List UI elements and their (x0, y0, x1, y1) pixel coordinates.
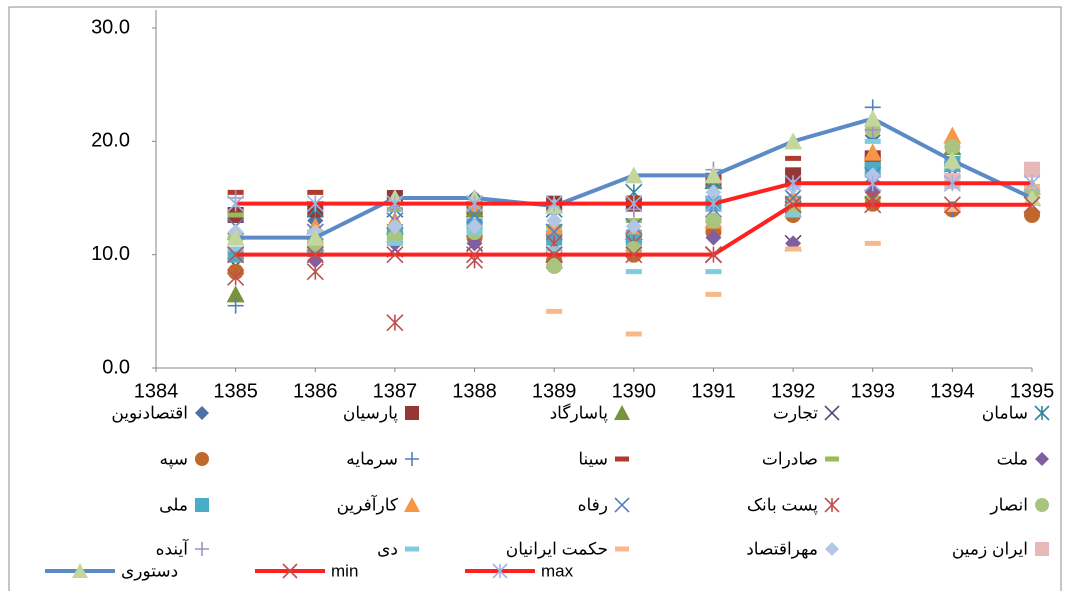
legend-label: تجارت (773, 403, 818, 423)
legend-marker (1035, 452, 1049, 466)
data-point (705, 213, 721, 229)
legend-label: ملت (997, 449, 1028, 468)
legend-label: ملی (159, 495, 188, 514)
x-tick-label: 1389 (532, 380, 577, 402)
legend-marker (825, 498, 839, 512)
data-point (387, 315, 403, 331)
x-tick-label: 1395 (1010, 380, 1055, 402)
legend-marker (195, 452, 209, 466)
x-tick-label: 1388 (452, 380, 497, 402)
x-tick-label: 1386 (293, 380, 338, 402)
legend-label: حکمت ایرانیان (506, 539, 608, 559)
x-tick-label: 1387 (373, 380, 418, 402)
x-tick-label: 1384 (134, 380, 179, 402)
legend-label: آینده (156, 537, 190, 558)
legend-label: سینا (578, 449, 608, 468)
x-tick-label: 1393 (850, 380, 895, 402)
legend-label: انصار (989, 495, 1028, 515)
legend-label: صادرات (762, 449, 818, 469)
legend-label: رفاه (578, 495, 608, 515)
data-point (307, 264, 323, 280)
x-tick-label: 1394 (930, 380, 975, 402)
legend-label: مهراقتصاد (746, 539, 818, 559)
legend-marker (195, 406, 209, 420)
x-tick-label: 1391 (691, 380, 736, 402)
x-tick-label: 1385 (213, 380, 258, 402)
legend-marker (825, 406, 839, 420)
legend-marker (614, 405, 630, 420)
legend-label: پست بانک (747, 495, 818, 515)
legend-marker (405, 406, 419, 420)
legend-marker (195, 498, 209, 512)
legend-label: min (331, 561, 358, 580)
y-tick-label: 30.0 (91, 16, 130, 38)
legend-label: سامان (982, 403, 1028, 422)
legend-label: دستوری (121, 561, 178, 581)
legend-marker (404, 497, 420, 512)
legend-marker (1035, 498, 1049, 512)
legend-label: سپه (160, 449, 189, 469)
x-tick-label: 1392 (771, 380, 816, 402)
y-tick-label: 20.0 (91, 130, 130, 152)
legend-label: max (541, 561, 574, 580)
legend-marker (1035, 406, 1049, 420)
legend-marker (1035, 542, 1049, 556)
x-tick-label: 1390 (612, 380, 657, 402)
legend-label: پاسارگاد (550, 402, 609, 423)
legend-marker (615, 498, 629, 512)
y-tick-label: 0.0 (102, 356, 130, 378)
chart: 0.0 10.0 20.0 30.0 1384 1385 1386 1387 1388 1389 1… (0, 0, 1065, 591)
legend-label: دی (377, 539, 398, 558)
y-tick-label: 10.0 (91, 243, 130, 265)
legend-label: کارآفرین (337, 493, 399, 515)
legend-label: ایران زمین (952, 539, 1028, 559)
legend-label: پارسیان (343, 403, 398, 423)
legend-marker (195, 542, 209, 556)
legend-label: اقتصادنوین (111, 403, 188, 423)
legend-marker (405, 452, 419, 466)
legend-marker (825, 542, 839, 556)
legend-label: سرمایه (346, 449, 398, 469)
data-point (864, 110, 882, 127)
